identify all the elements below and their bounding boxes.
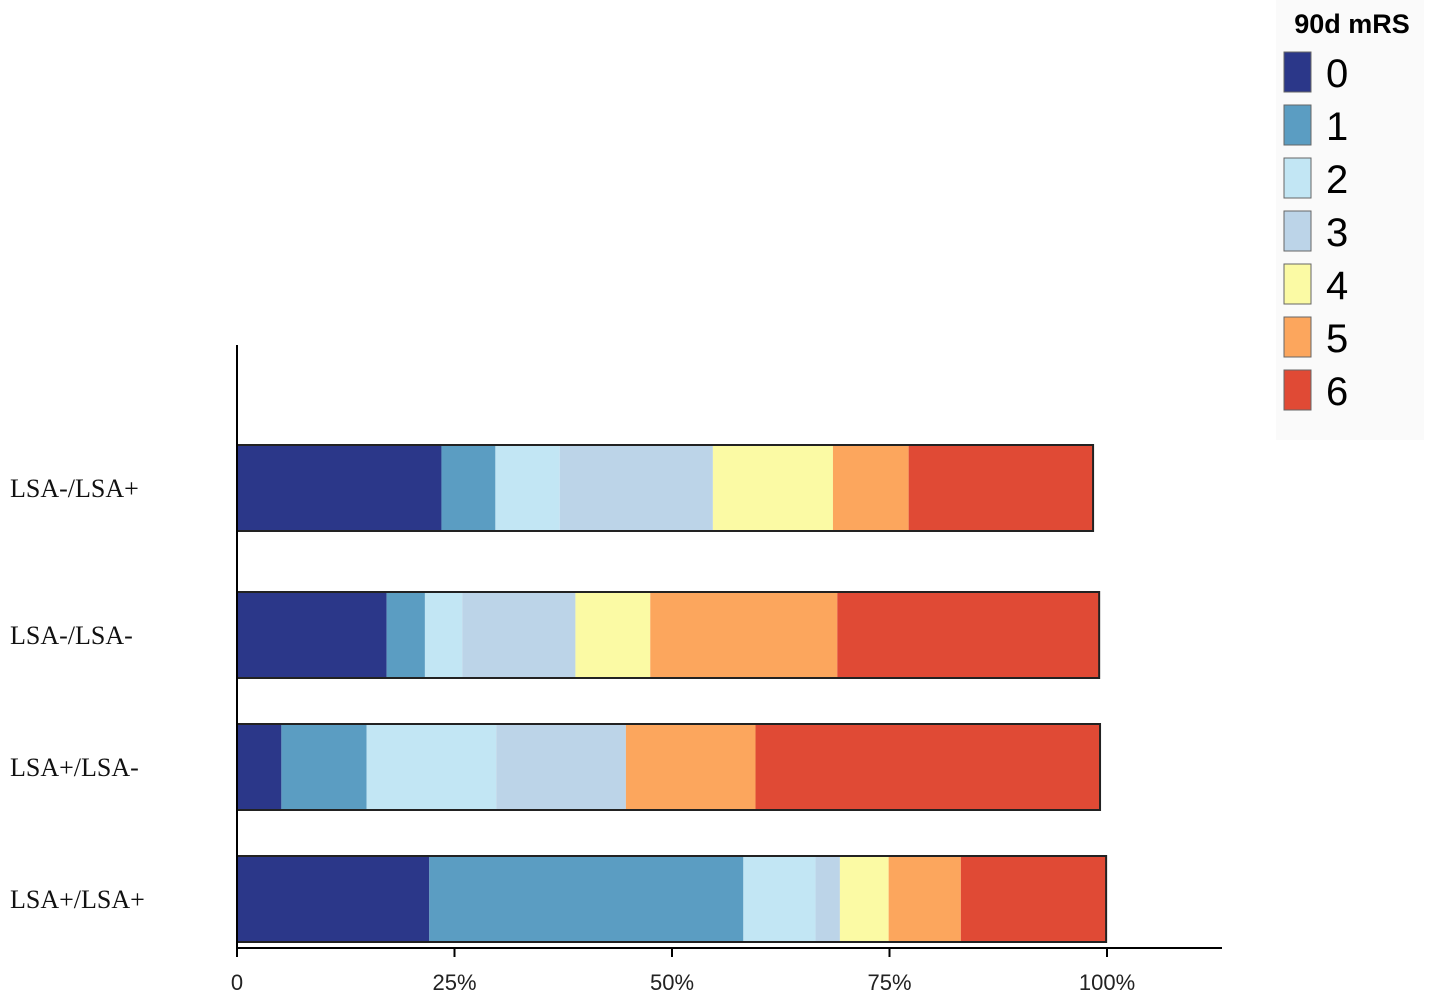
- bar-segment-1-mrs-1: [441, 445, 496, 531]
- bar-segment-2-mrs-3: [462, 592, 576, 678]
- x-tick-label-5: 100%: [1079, 970, 1135, 995]
- bar-segment-4-mrs-0: [237, 856, 430, 942]
- bar-segment-1-mrs-3: [559, 445, 713, 531]
- x-tick-label-3: 50%: [650, 970, 694, 995]
- x-ticks: 0 25% 50% 75% 100%: [231, 948, 1135, 995]
- category-label-2: LSA-/LSA-: [10, 621, 133, 650]
- legend-swatch-1: [1283, 104, 1312, 146]
- bar-segment-1-mrs-2: [495, 445, 560, 531]
- bar-segment-2-mrs-5: [650, 592, 838, 678]
- legend-items: 0 1 2 3 4 5 6: [1283, 51, 1348, 414]
- legend-swatch-3: [1283, 210, 1312, 252]
- bar-segment-2-mrs-2: [424, 592, 463, 678]
- bar-segment-3-mrs-6: [755, 724, 1101, 810]
- bar-segment-1-mrs-0: [237, 445, 442, 531]
- legend-label-4: 4: [1326, 264, 1348, 308]
- bar-segment-4-mrs-3: [815, 856, 840, 942]
- legend-label-3: 3: [1326, 211, 1348, 255]
- bar-segment-4-mrs-1: [429, 856, 744, 942]
- bar-segment-1-mrs-5: [832, 445, 909, 531]
- bar-segment-1-mrs-6: [908, 445, 1094, 531]
- bar-segment-2-mrs-0: [237, 592, 387, 678]
- legend: 90d mRS 0 1 2 3 4 5 6: [1276, 0, 1424, 440]
- x-tick-label-4: 75%: [867, 970, 911, 995]
- x-tick-label-2: 25%: [432, 970, 476, 995]
- bar-segment-4-mrs-5: [888, 856, 961, 942]
- legend-label-6: 6: [1326, 370, 1348, 414]
- legend-title: 90d mRS: [1294, 9, 1410, 39]
- bar-segment-4-mrs-6: [960, 856, 1107, 942]
- legend-swatch-6: [1283, 369, 1312, 411]
- axes: [236, 345, 1222, 949]
- legend-label-2: 2: [1326, 158, 1348, 202]
- bar-segment-3-mrs-5: [625, 724, 756, 810]
- legend-swatch-2: [1283, 157, 1312, 199]
- bar-segment-3-mrs-0: [237, 724, 282, 810]
- legend-swatch-0: [1283, 51, 1312, 93]
- bar-segment-3-mrs-3: [496, 724, 626, 810]
- bar-segment-4-mrs-2: [743, 856, 816, 942]
- legend-swatch-4: [1283, 263, 1312, 305]
- bar-segment-3-mrs-1: [281, 724, 367, 810]
- bar-segment-2-mrs-4: [575, 592, 651, 678]
- bar-segment-2-mrs-6: [837, 592, 1100, 678]
- x-tick-label-1: 0: [231, 970, 243, 995]
- legend-label-0: 0: [1326, 52, 1348, 96]
- bar-segment-1-mrs-4: [712, 445, 833, 531]
- bar-segment-4-mrs-4: [839, 856, 889, 942]
- category-label-3: LSA+/LSA-: [10, 753, 139, 782]
- category-label-1: LSA-/LSA+: [10, 474, 139, 503]
- bars: [236, 444, 1108, 943]
- bar-segment-3-mrs-2: [366, 724, 497, 810]
- category-labels: LSA-/LSA+ LSA-/LSA- LSA+/LSA- LSA+/LSA+: [10, 474, 145, 914]
- legend-swatch-5: [1283, 316, 1312, 358]
- category-label-4: LSA+/LSA+: [10, 885, 145, 914]
- legend-label-5: 5: [1326, 317, 1348, 361]
- legend-label-1: 1: [1326, 105, 1348, 149]
- bar-segment-2-mrs-1: [386, 592, 425, 678]
